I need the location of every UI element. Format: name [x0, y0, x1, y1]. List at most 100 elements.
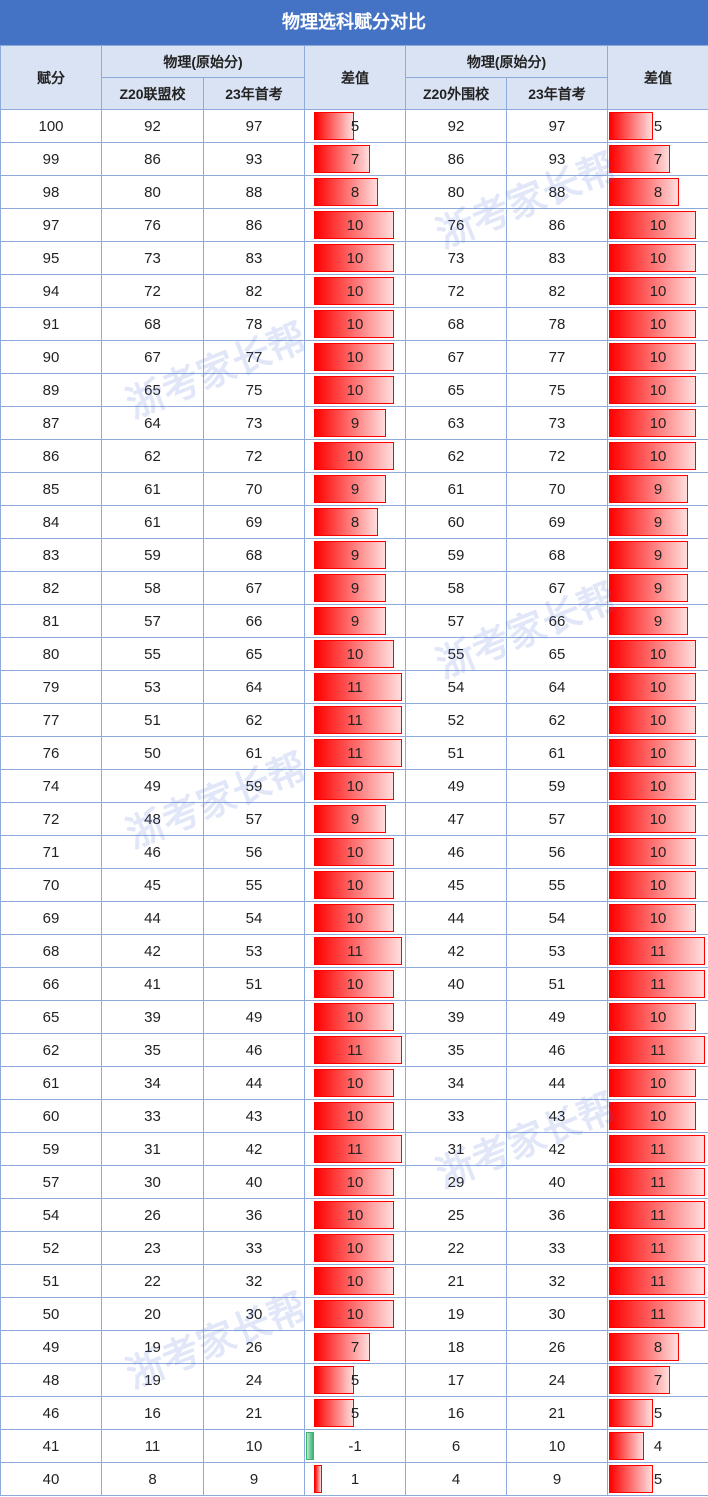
- data-bar: [609, 673, 697, 701]
- diff-cell: 11: [607, 1165, 708, 1199]
- table-cell: 92: [101, 109, 204, 143]
- table-cell: 55: [405, 637, 508, 671]
- table-cell: 97: [506, 109, 609, 143]
- diff-cell: 11: [607, 1132, 708, 1166]
- diff-cell: 4: [607, 1429, 708, 1463]
- data-bar: [609, 541, 688, 569]
- table-cell: 74: [0, 769, 102, 803]
- data-bar: [314, 409, 387, 437]
- diff-cell: 10: [607, 1066, 708, 1100]
- table-cell: 30: [202, 1297, 306, 1331]
- table-cell: 44: [202, 1066, 306, 1100]
- table-cell: 86: [101, 142, 204, 176]
- diff-cell: 10: [607, 208, 708, 242]
- table-row: 65 39 49 10 39 49 10: [0, 1000, 708, 1034]
- table-header: 赋分 物理(原始分) 差值 物理(原始分) 差值 Z20联盟校 23年首考 Z2…: [0, 45, 708, 110]
- data-bar: [609, 475, 688, 503]
- data-bar: [609, 871, 697, 899]
- cell-value: 8: [350, 513, 360, 531]
- diff-cell: 10: [607, 802, 708, 836]
- table-cell: 80: [0, 637, 102, 671]
- table-cell: 26: [506, 1330, 609, 1364]
- table-cell: 49: [202, 1000, 306, 1034]
- table-cell: 99: [0, 142, 102, 176]
- data-bar: [314, 1036, 403, 1064]
- diff-cell: 10: [607, 373, 708, 407]
- table-cell: 71: [0, 835, 102, 869]
- table-cell: 31: [405, 1132, 508, 1166]
- diff-cell: 9: [304, 571, 407, 605]
- table-cell: 40: [506, 1165, 609, 1199]
- table-row: 68 42 53 11 42 53 11: [0, 934, 708, 968]
- table-cell: 25: [405, 1198, 508, 1232]
- diff-cell: 10: [304, 769, 407, 803]
- cell-value: 10: [346, 777, 364, 795]
- table-cell: 77: [0, 703, 102, 737]
- cell-value: 5: [350, 117, 360, 135]
- table-cell: 92: [405, 109, 508, 143]
- table-row: 89 65 75 10 65 75 10: [0, 373, 708, 407]
- cell-value: 10: [346, 975, 364, 993]
- table-row: 41 11 10 -1 6 10 4: [0, 1429, 708, 1463]
- diff-cell: 9: [607, 505, 708, 539]
- diff-cell: 10: [304, 439, 407, 473]
- data-bar: [314, 1135, 403, 1163]
- data-bar: [609, 1300, 706, 1328]
- data-bar: [609, 970, 706, 998]
- cell-value: 10: [346, 216, 364, 234]
- diff-cell: 11: [607, 1231, 708, 1265]
- diff-cell: 11: [304, 934, 407, 968]
- table-cell: 87: [0, 406, 102, 440]
- diff-cell: 5: [607, 1462, 708, 1496]
- table-cell: 49: [101, 769, 204, 803]
- table-cell: 88: [202, 175, 306, 209]
- table-cell: 72: [405, 274, 508, 308]
- diff-cell: 10: [304, 307, 407, 341]
- diff-cell: 10: [607, 1000, 708, 1034]
- table-row: 81 57 66 9 57 66 9: [0, 604, 708, 638]
- table-row: 66 41 51 10 40 51 11: [0, 967, 708, 1001]
- data-bar: [314, 1366, 355, 1394]
- cell-value: 10: [649, 810, 667, 828]
- data-bar: [314, 1102, 395, 1130]
- table-cell: 44: [405, 901, 508, 935]
- data-bar: [314, 904, 395, 932]
- cell-value: 9: [350, 579, 360, 597]
- table-row: 79 53 64 11 54 64 10: [0, 670, 708, 704]
- table-cell: 86: [202, 208, 306, 242]
- table-cell: 53: [202, 934, 306, 968]
- diff-cell: 9: [607, 472, 708, 506]
- table-cell: 68: [202, 538, 306, 572]
- table-cell: 94: [0, 274, 102, 308]
- table-cell: 64: [506, 670, 609, 704]
- table-row: 100 92 97 5 92 97 5: [0, 109, 708, 143]
- cell-value: 10: [649, 315, 667, 333]
- cell-value: 5: [350, 1371, 360, 1389]
- cell-value: 10: [346, 876, 364, 894]
- data-bar: [314, 475, 387, 503]
- cell-value: 10: [346, 348, 364, 366]
- table-cell: 24: [506, 1363, 609, 1397]
- table-cell: 61: [202, 736, 306, 770]
- cell-value: 10: [346, 1305, 364, 1323]
- table-cell: 75: [506, 373, 609, 407]
- diff-cell: -1: [304, 1429, 407, 1463]
- table-cell: 22: [405, 1231, 508, 1265]
- data-bar: [609, 772, 697, 800]
- table-cell: 69: [0, 901, 102, 935]
- table-cell: 73: [506, 406, 609, 440]
- table-cell: 76: [101, 208, 204, 242]
- table-cell: 48: [0, 1363, 102, 1397]
- table-cell: 54: [0, 1198, 102, 1232]
- diff-cell: 10: [304, 868, 407, 902]
- table-cell: 48: [101, 802, 204, 836]
- table-cell: 35: [405, 1033, 508, 1067]
- table-row: 74 49 59 10 49 59 10: [0, 769, 708, 803]
- table-cell: 39: [405, 1000, 508, 1034]
- cell-value: 11: [650, 1173, 666, 1191]
- data-bar: [314, 145, 371, 173]
- diff-cell: 7: [304, 1330, 407, 1364]
- data-bar: [609, 1003, 697, 1031]
- table-cell: 86: [405, 142, 508, 176]
- data-bar: [609, 211, 697, 239]
